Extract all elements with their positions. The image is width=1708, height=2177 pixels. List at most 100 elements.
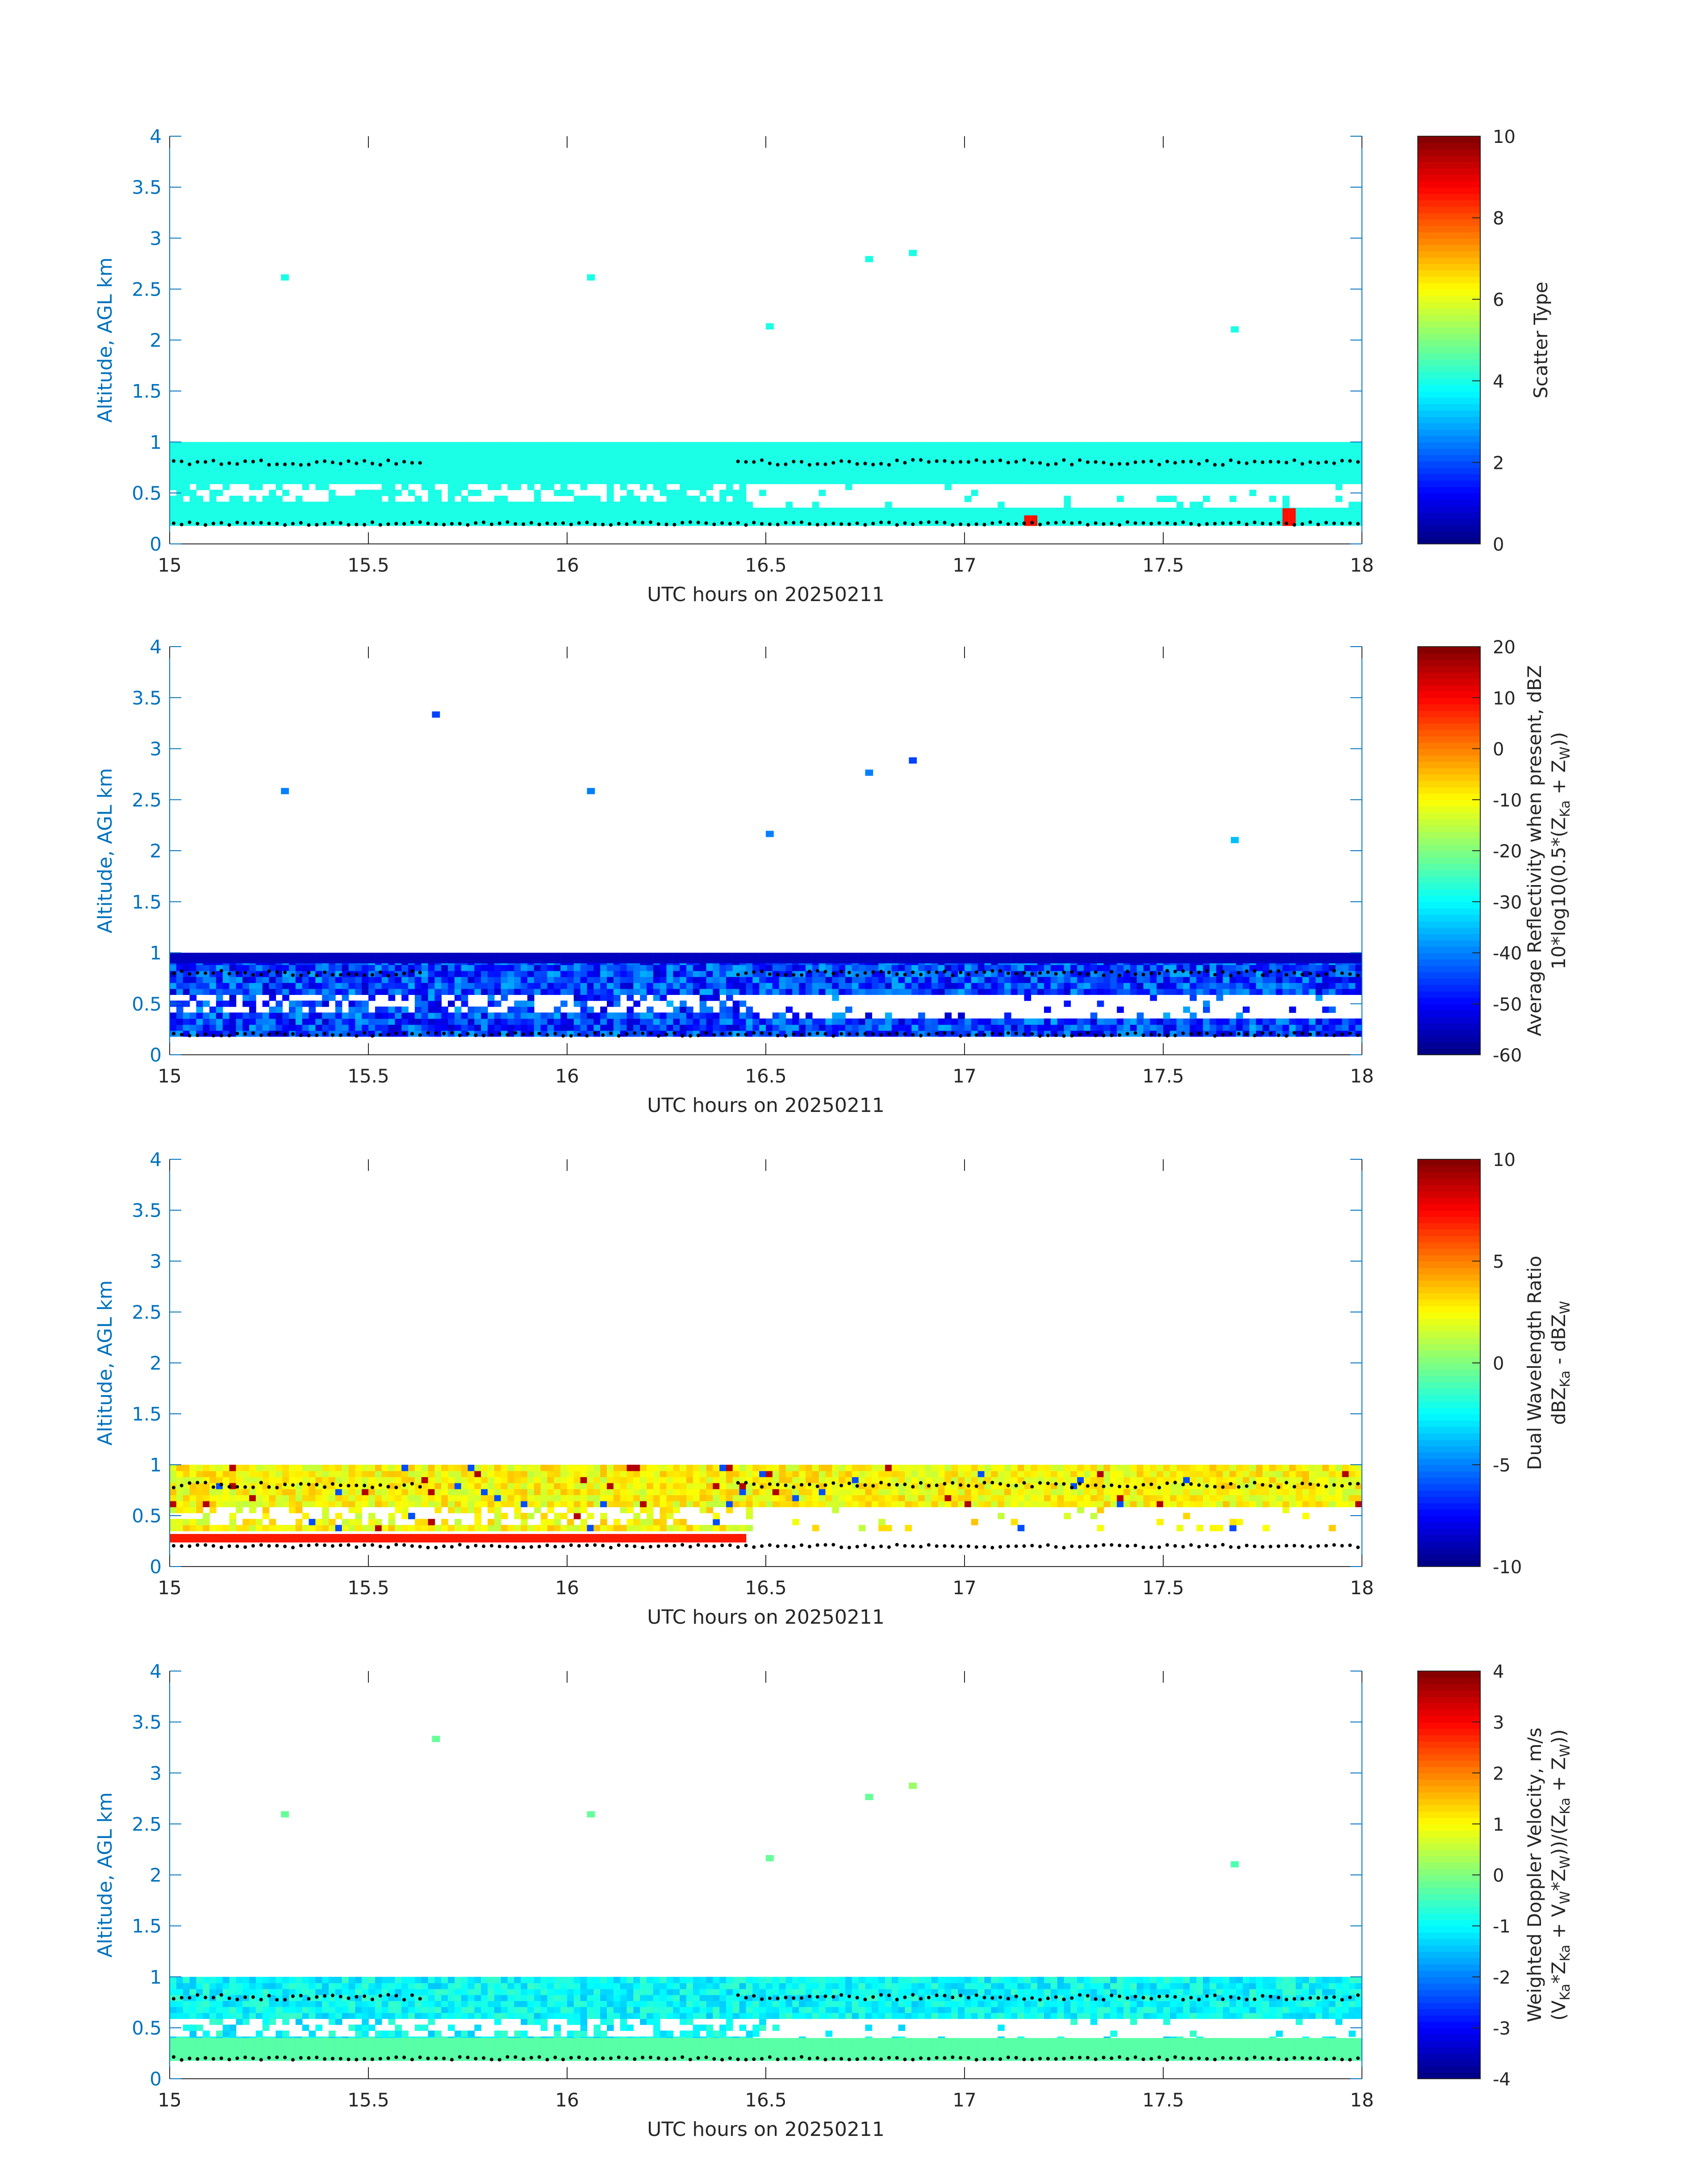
heatmap-cell xyxy=(1342,965,1349,971)
heatmap-cell xyxy=(494,442,501,448)
heatmap-cell xyxy=(488,957,495,964)
heatmap-cell xyxy=(534,982,541,989)
heatmap-cell xyxy=(262,1012,270,1019)
heatmap-cell xyxy=(560,1024,568,1031)
heatmap-cell xyxy=(1196,442,1203,448)
heatmap-cell xyxy=(170,514,177,520)
heatmap-cell xyxy=(255,953,263,958)
heatmap-cell xyxy=(1342,466,1349,472)
heatmap-cell xyxy=(872,957,879,964)
heatmap-cell xyxy=(1349,477,1356,485)
heatmap-cell xyxy=(567,1024,574,1031)
heatmap-cell xyxy=(1236,442,1243,448)
heatmap-cell xyxy=(342,507,349,514)
heatmap-cell xyxy=(1064,1030,1071,1037)
marker-dot xyxy=(752,460,756,464)
heatmap-cell xyxy=(441,472,448,478)
heatmap-cell xyxy=(1236,472,1243,478)
heatmap-cell xyxy=(441,442,448,448)
marker-dot xyxy=(426,1031,430,1035)
marker-dot xyxy=(784,521,788,525)
heatmap-cell xyxy=(1169,965,1177,971)
heatmap-cell xyxy=(209,982,217,989)
heatmap-cell xyxy=(885,501,892,508)
heatmap-cell xyxy=(1302,965,1310,971)
marker-dot xyxy=(514,522,518,526)
heatmap-cell xyxy=(322,501,329,508)
heatmap-cell xyxy=(812,466,819,472)
heatmap-cell xyxy=(965,477,972,485)
heatmap-cell xyxy=(1262,514,1270,520)
heatmap-cell xyxy=(832,1024,839,1031)
heatmap-cell xyxy=(1136,1012,1144,1019)
heatmap-cell xyxy=(938,965,945,971)
marker-dot xyxy=(1022,458,1026,462)
heatmap-cell xyxy=(189,496,197,502)
heatmap-cell xyxy=(1017,965,1025,971)
heatmap-cell xyxy=(269,953,276,958)
heatmap-cell xyxy=(587,519,594,526)
heatmap-cell xyxy=(262,957,270,964)
heatmap-cell xyxy=(613,501,621,508)
heatmap-cell xyxy=(1090,965,1098,971)
heatmap-cell xyxy=(719,982,727,989)
heatmap-cell xyxy=(1315,448,1323,455)
marker-dot xyxy=(1253,460,1257,464)
heatmap-cell xyxy=(547,953,555,958)
heatmap-cell xyxy=(573,994,581,1001)
heatmap-cell xyxy=(209,1024,217,1031)
heatmap-cell xyxy=(540,1012,548,1019)
heatmap-cell xyxy=(1110,477,1117,485)
heatmap-cell xyxy=(216,1024,223,1031)
heatmap-cell xyxy=(905,454,912,460)
heatmap-cell xyxy=(295,442,303,448)
heatmap-cell xyxy=(1024,1024,1031,1031)
heatmap-cell xyxy=(1322,965,1329,971)
heatmap-cell xyxy=(865,1012,873,1019)
heatmap-cell xyxy=(322,965,329,971)
heatmap-cell xyxy=(481,477,488,485)
heatmap-cell xyxy=(1004,957,1011,964)
heatmap-cell xyxy=(647,466,654,472)
heatmap-cell xyxy=(898,514,906,520)
marker-dot xyxy=(752,1031,756,1035)
marker-dot xyxy=(330,520,334,524)
heatmap-cell xyxy=(647,970,654,977)
heatmap-cell xyxy=(322,988,329,995)
heatmap-cell xyxy=(845,977,852,983)
marker-dot xyxy=(171,459,175,463)
heatmap-cell xyxy=(262,953,270,958)
heatmap-cell xyxy=(222,977,230,983)
heatmap-cell xyxy=(647,953,654,958)
heatmap-cell xyxy=(1249,472,1257,478)
heatmap-cell xyxy=(1190,1018,1197,1025)
marker-dot xyxy=(943,459,947,463)
heatmap-cell xyxy=(792,507,799,514)
heatmap-cell xyxy=(282,977,289,983)
heatmap-cell xyxy=(839,957,846,964)
heatmap-cell xyxy=(719,988,727,995)
heatmap-cell xyxy=(381,484,389,490)
heatmap-cell xyxy=(600,1006,607,1013)
colorbar-segment xyxy=(1418,422,1480,430)
heatmap-cell xyxy=(1011,965,1018,971)
heatmap-cell xyxy=(806,982,813,989)
heatmap-cell xyxy=(1004,466,1011,472)
marker-dot xyxy=(681,521,685,525)
heatmap-cell xyxy=(779,472,786,478)
heatmap-cell xyxy=(1037,965,1044,971)
heatmap-cell xyxy=(699,460,707,467)
heatmap-cell xyxy=(255,466,263,472)
heatmap-cell xyxy=(1150,994,1157,1001)
heatmap-cell xyxy=(806,477,813,485)
heatmap-cell xyxy=(1243,507,1250,514)
heatmap-cell xyxy=(839,442,846,448)
heatmap-cell xyxy=(1302,957,1310,964)
heatmap-cell xyxy=(408,448,415,455)
heatmap-cell xyxy=(461,472,468,478)
heatmap-cell xyxy=(461,501,468,508)
heatmap-cell xyxy=(170,988,177,995)
heatmap-cell xyxy=(454,514,462,520)
heatmap-cell xyxy=(1183,1024,1190,1031)
marker-dot xyxy=(402,1032,406,1036)
